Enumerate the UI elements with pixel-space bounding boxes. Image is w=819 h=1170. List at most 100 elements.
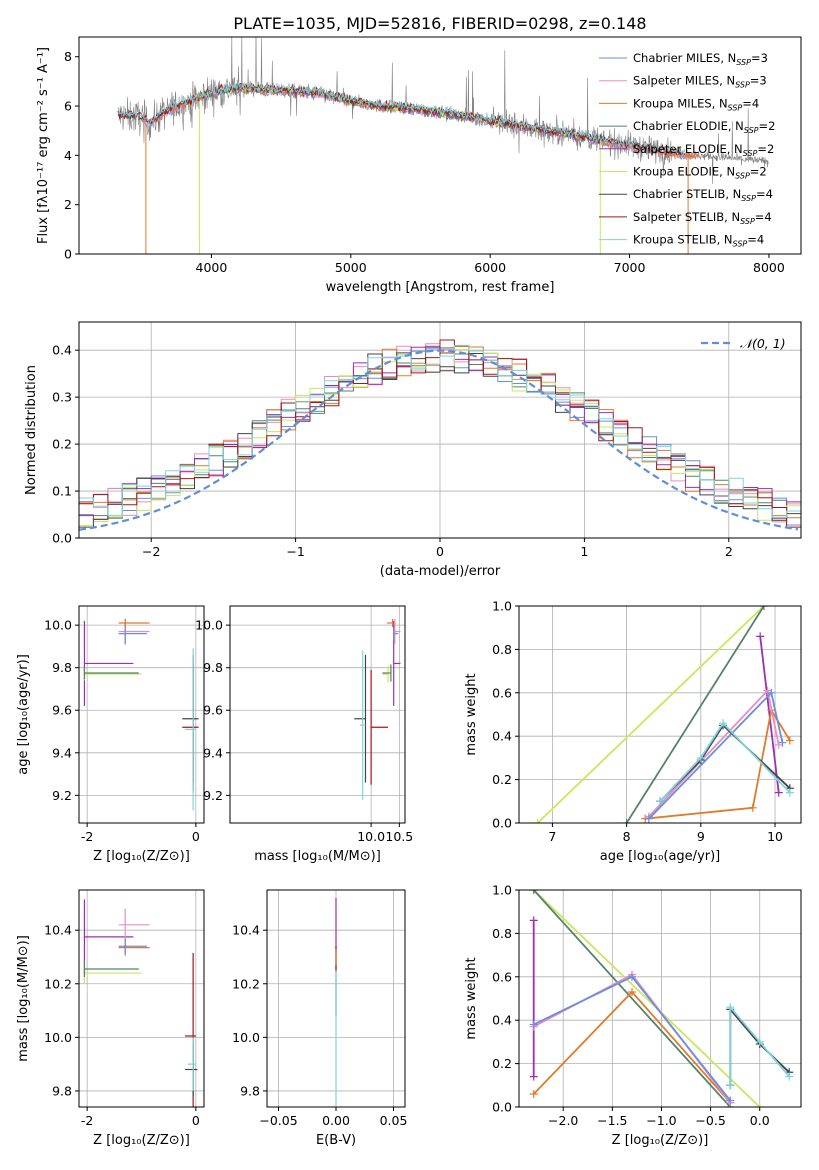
legend-entry: Kroupa MILES, NSSP=4 — [633, 96, 759, 112]
weight_vs_Z-plot-area — [519, 890, 801, 1107]
residuals-plot-area — [79, 322, 801, 538]
legend-entry: 𝒩(0, 1) — [740, 336, 786, 351]
y-tick-label: 0.4 — [492, 729, 512, 744]
x-axis-label: mass [log₁₀(M/M⊙)] — [254, 849, 381, 864]
salpeter_elodie-marker — [774, 788, 783, 797]
x-tick-label: −0.5 — [695, 1113, 725, 1128]
x-tick-label: 8000 — [753, 260, 785, 275]
residuals-panel: −2 −1 0 1 2 0.0 0.1 0.2 0.3 0.4 (data-model)/error… — [24, 321, 802, 579]
spectrum-legend: Chabrier MILES, NSSP=3 Salpeter MILES, NS… — [599, 51, 775, 249]
salpeter_elodie-marker — [529, 916, 538, 925]
y-tick-label: 0.0 — [492, 1100, 512, 1115]
legend-entry: Kroupa STELIB, NSSP=4 — [633, 233, 764, 249]
y-tick-label: 8 — [64, 49, 72, 64]
kroupa_miles-weight-line — [645, 707, 791, 820]
chabrier_elodie-marker — [622, 819, 631, 823]
y-tick-label: 4 — [64, 148, 72, 163]
x-tick-label: 2 — [725, 544, 733, 559]
x-tick-label: −0.05 — [259, 1113, 297, 1128]
y-tick-label: 9.4 — [203, 745, 223, 760]
legend-entry: Chabrier ELODIE, NSSP=2 — [633, 119, 775, 135]
x-axis-label: (data-model)/error — [380, 564, 501, 579]
x-tick-label: 4000 — [196, 260, 228, 275]
kroupa_stelib-weight-line — [729, 1004, 790, 1086]
age_vs_Z-plot-area — [79, 606, 204, 823]
y-axis-label: mass [log₁₀(M/M⊙)] — [16, 935, 31, 1062]
chabrier_miles-marker — [778, 738, 787, 747]
salpeter_elodie-weight-line — [759, 636, 780, 793]
x-tick-label: 0.0 — [750, 1113, 770, 1128]
kroupa_stelib-residual-histogram — [79, 344, 801, 518]
kroupa_stelib-marker — [755, 1037, 764, 1046]
x-tick-label: -2 — [81, 829, 93, 844]
y-tick-label: 9.6 — [52, 703, 72, 718]
x-tick-label: 10.5 — [385, 829, 413, 844]
chabrier_miles-marker — [767, 688, 776, 697]
age_vs_Z-panel: -2 0 9.2 9.4 9.6 9.8 10.0 Z [log₁₀(Z/Z⊙)] age [l… — [16, 605, 205, 864]
salpeter_stelib-model-line — [117, 83, 686, 157]
x-tick-label: −1 — [286, 544, 304, 559]
y-axis-label: age [log₁₀(age/yr)] — [16, 654, 31, 775]
y-tick-label: 9.8 — [240, 1083, 260, 1098]
y-tick-label: 0.2 — [52, 437, 72, 452]
weight_vs_age-plot-area — [519, 606, 801, 823]
x-tick-label: 0 — [436, 544, 444, 559]
x-tick-label: 0 — [192, 829, 200, 844]
kroupa_miles-marker — [748, 803, 757, 812]
x-tick-label: 0.00 — [322, 1113, 350, 1128]
y-tick-label: 0.8 — [492, 642, 512, 657]
y-tick-label: 0.2 — [492, 772, 512, 787]
y-tick-label: 0.8 — [492, 926, 512, 941]
kroupa_elodie-weight-line — [536, 606, 765, 823]
mass_vs_Z-panel: -2 0 9.8 10.0 10.2 10.4 Z [log₁₀(Z/Z⊙)] mass [l… — [16, 889, 205, 1148]
kroupa_stelib-marker — [656, 797, 664, 806]
chabrier_elodie-marker — [529, 890, 538, 894]
kroupa_elodie-weight-line — [533, 890, 761, 1107]
kroupa_stelib-marker — [719, 719, 728, 728]
salpeter_elodie-marker — [756, 632, 765, 641]
y-tick-label: 10.4 — [232, 923, 260, 938]
kroupa_miles-marker — [627, 987, 636, 996]
y-tick-label: 0.0 — [492, 816, 512, 831]
y-tick-label: 10.0 — [232, 1030, 260, 1045]
spectrum-plot-area — [117, 37, 769, 254]
legend-entry: Kroupa ELODIE, NSSP=2 — [633, 165, 767, 181]
y-tick-label: 6 — [64, 99, 72, 114]
kroupa_elodie-marker — [755, 1103, 764, 1107]
y-axis-label: mass weight — [464, 673, 479, 755]
y-tick-label: 9.6 — [203, 703, 223, 718]
x-tick-label: 6000 — [474, 260, 506, 275]
y-tick-label: 0.6 — [492, 969, 512, 984]
chabrier_elodie-weight-line — [625, 606, 765, 823]
x-tick-label: 0 — [192, 1113, 200, 1128]
y-tick-label: 10.2 — [232, 976, 260, 991]
y-axis-label: mass weight — [464, 957, 479, 1039]
kroupa_stelib-model-line — [117, 81, 686, 155]
x-tick-label: 10.0 — [357, 829, 385, 844]
legend-entry: Chabrier MILES, NSSP=3 — [633, 51, 768, 67]
y-tick-label: 10.2 — [44, 976, 72, 991]
y-tick-label: 9.4 — [52, 745, 72, 760]
x-tick-label: 9 — [697, 829, 705, 844]
chabrier_elodie-weight-line — [533, 890, 731, 1107]
age_vs_mass-plot-area — [230, 606, 405, 823]
x-tick-label: 10 — [767, 829, 783, 844]
y-tick-label: 9.8 — [203, 660, 223, 675]
mass_vs_Z-plot-area — [79, 890, 204, 1107]
legend-entry: Chabrier STELIB, NSSP=4 — [633, 187, 773, 203]
y-axis-label: Flux [fλ10⁻¹⁷ erg cm⁻² s⁻¹ A⁻¹] — [36, 47, 51, 244]
x-tick-label: 7 — [548, 829, 556, 844]
x-tick-label: -2 — [81, 1113, 93, 1128]
weight_vs_Z-frame — [518, 889, 802, 1108]
x-tick-label: −1.0 — [646, 1113, 676, 1128]
x-tick-label: 5000 — [335, 260, 367, 275]
age_vs_mass-frame — [229, 605, 406, 824]
spectrum-frame — [78, 36, 802, 255]
x-tick-label: 1 — [580, 544, 588, 559]
x-axis-label: E(B-V) — [316, 1133, 356, 1148]
x-tick-label: 8 — [623, 829, 631, 844]
y-axis-label: Normed distribution — [24, 365, 39, 495]
y-tick-label: 0 — [64, 247, 72, 262]
